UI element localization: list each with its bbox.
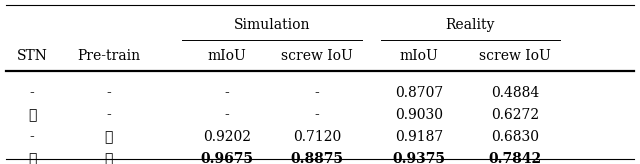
Text: screw IoU: screw IoU — [281, 49, 353, 63]
Text: Reality: Reality — [445, 18, 495, 32]
Text: -: - — [29, 86, 35, 100]
Text: -: - — [314, 86, 319, 100]
Text: STN: STN — [17, 49, 47, 63]
Text: -: - — [106, 86, 111, 100]
Text: 0.9675: 0.9675 — [201, 152, 253, 164]
Text: Pre-train: Pre-train — [77, 49, 140, 63]
Text: ✓: ✓ — [28, 152, 36, 164]
Text: 0.9030: 0.9030 — [396, 108, 444, 122]
Text: 0.4884: 0.4884 — [491, 86, 540, 100]
Text: 0.8875: 0.8875 — [291, 152, 343, 164]
Text: 0.6830: 0.6830 — [492, 130, 540, 144]
Text: 0.7842: 0.7842 — [488, 152, 542, 164]
Text: ✓: ✓ — [28, 108, 36, 122]
Text: 0.7120: 0.7120 — [292, 130, 341, 144]
Text: -: - — [225, 108, 230, 122]
Text: -: - — [29, 130, 35, 144]
Text: 0.9202: 0.9202 — [204, 130, 251, 144]
Text: mIoU: mIoU — [208, 49, 246, 63]
Text: Simulation: Simulation — [234, 18, 310, 32]
Text: -: - — [314, 108, 319, 122]
Text: -: - — [225, 86, 230, 100]
Text: ✓: ✓ — [104, 152, 113, 164]
Text: screw IoU: screw IoU — [479, 49, 551, 63]
Text: mIoU: mIoU — [400, 49, 438, 63]
Text: 0.9187: 0.9187 — [395, 130, 444, 144]
Text: 0.8707: 0.8707 — [395, 86, 444, 100]
Text: 0.6272: 0.6272 — [491, 108, 540, 122]
Text: ✓: ✓ — [104, 130, 113, 144]
Text: 0.9375: 0.9375 — [393, 152, 445, 164]
Text: -: - — [106, 108, 111, 122]
